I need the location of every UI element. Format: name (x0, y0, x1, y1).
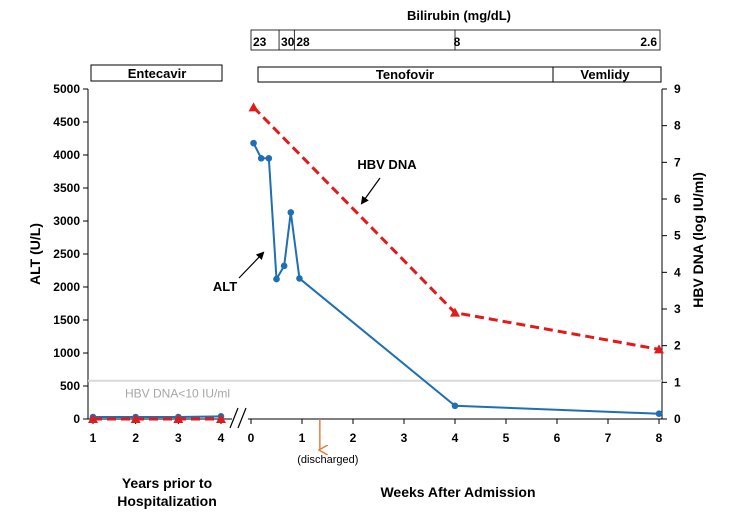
x-years-title-line1: Years prior to (122, 475, 212, 491)
right-tick-label: 2 (674, 339, 681, 353)
left-tick-label: 3000 (53, 214, 80, 228)
left-tick-label: 2000 (53, 280, 80, 294)
annotation-alt: ALT (213, 279, 237, 294)
x-week-tick-label: 0 (248, 431, 255, 445)
x-year-tick-label: 2 (132, 431, 139, 445)
right-tick-label: 0 (674, 412, 681, 426)
right-axis-title: HBV DNA (log IU/ml) (690, 172, 706, 308)
hbv-dna-point (654, 344, 664, 354)
threshold-label: HBV DNA<10 IU/ml (125, 387, 230, 401)
annotation-alt-arrow (238, 251, 265, 279)
alt-series-line (93, 415, 222, 419)
x-week-tick-label: 1 (299, 431, 306, 445)
right-axis-ticks: 0 1 2 3 4 5 6 7 8 9 (662, 82, 681, 426)
x-year-tick-label: 4 (218, 431, 225, 445)
left-tick-label: 5000 (53, 82, 80, 96)
x-week-tick-label: 8 (656, 431, 663, 445)
x-years-title-line2: Hospitalization (117, 493, 217, 509)
x-week-tick-label: 7 (605, 431, 612, 445)
bilirubin-title: Bilirubin (mg/dL) (407, 8, 511, 23)
bilirubin-value: 30 (281, 35, 295, 49)
right-tick-label: 3 (674, 302, 681, 316)
therapy-label-entecavir: Entecavir (128, 66, 187, 81)
right-tick-label: 6 (674, 192, 681, 206)
left-tick-label: 4500 (53, 115, 80, 129)
left-tick-label: 500 (60, 379, 80, 393)
left-tick-label: 3500 (53, 181, 80, 195)
therapy-bar-vemlidy (552, 66, 662, 83)
bilirubin-marks: 23 30 28 8 2.6 (253, 30, 657, 50)
therapy-bar-entecavir (90, 64, 223, 82)
right-tick-label: 5 (674, 229, 681, 243)
hbv-dna-point (173, 414, 184, 423)
bilirubin-bar (250, 29, 661, 51)
bilirubin-value: 2.6 (640, 35, 657, 49)
left-tick-label: 1000 (53, 346, 80, 360)
series-layer (88, 102, 664, 423)
x-week-tick-label: 3 (401, 431, 408, 445)
x-week-tick-label: 6 (554, 431, 561, 445)
right-tick-label: 1 (674, 375, 681, 389)
alt-point (265, 155, 273, 162)
bilirubin-value: 23 (253, 35, 267, 49)
annotation-hbv-dna: HBV DNA (357, 157, 417, 172)
x-week-tick-label: 4 (452, 431, 459, 445)
annotation-hbv-dna-arrow (360, 177, 381, 205)
hbv-dna-point (248, 102, 259, 112)
left-axis-title: ALT (U/L) (27, 223, 43, 285)
right-tick-label: 7 (674, 155, 681, 169)
alt-point (250, 139, 257, 147)
right-tick-label: 4 (674, 265, 681, 279)
hbv-dna-point (88, 414, 98, 423)
hbv-dna-point (450, 307, 460, 317)
left-tick-label: 1500 (53, 313, 80, 327)
hbv-dna-point (216, 414, 226, 423)
therapy-label-tenofovir: Tenofovir (376, 67, 434, 82)
left-tick-label: 2500 (53, 247, 80, 261)
alt-point (257, 155, 265, 162)
discharged-label: (discharged) (297, 454, 358, 466)
x-weeks-title: Weeks After Admission (380, 484, 535, 500)
alt-point (451, 402, 459, 410)
x-week-tick-label: 2 (350, 431, 357, 445)
x-year-tick-label: 3 (175, 431, 182, 445)
therapy-label-vemlidy: Vemlidy (580, 67, 630, 82)
x-year-tick-label: 1 (90, 431, 97, 445)
alt-point (273, 275, 280, 283)
alt-point (287, 209, 295, 216)
axis-break (229, 407, 247, 429)
right-tick-label: 9 (674, 82, 681, 96)
right-tick-label: 8 (674, 119, 681, 133)
hbv-dna-point (130, 414, 141, 423)
alt-point (296, 275, 303, 282)
left-tick-label: 4000 (53, 148, 80, 162)
bilirubin-value: 8 (454, 35, 461, 49)
alt-point (280, 262, 288, 270)
alt-series-line (252, 142, 660, 415)
alt-point (655, 410, 663, 418)
left-tick-label: 0 (73, 412, 80, 426)
x-axis-ticks: 1 2 3 4 0 1 2 3 4 5 6 7 8 (90, 419, 663, 445)
bilirubin-value: 28 (296, 35, 310, 49)
left-axis-ticks: 0 500 1000 1500 2000 2500 3000 3500 4000 4500 5000 (53, 82, 88, 426)
x-week-tick-label: 5 (503, 431, 510, 445)
